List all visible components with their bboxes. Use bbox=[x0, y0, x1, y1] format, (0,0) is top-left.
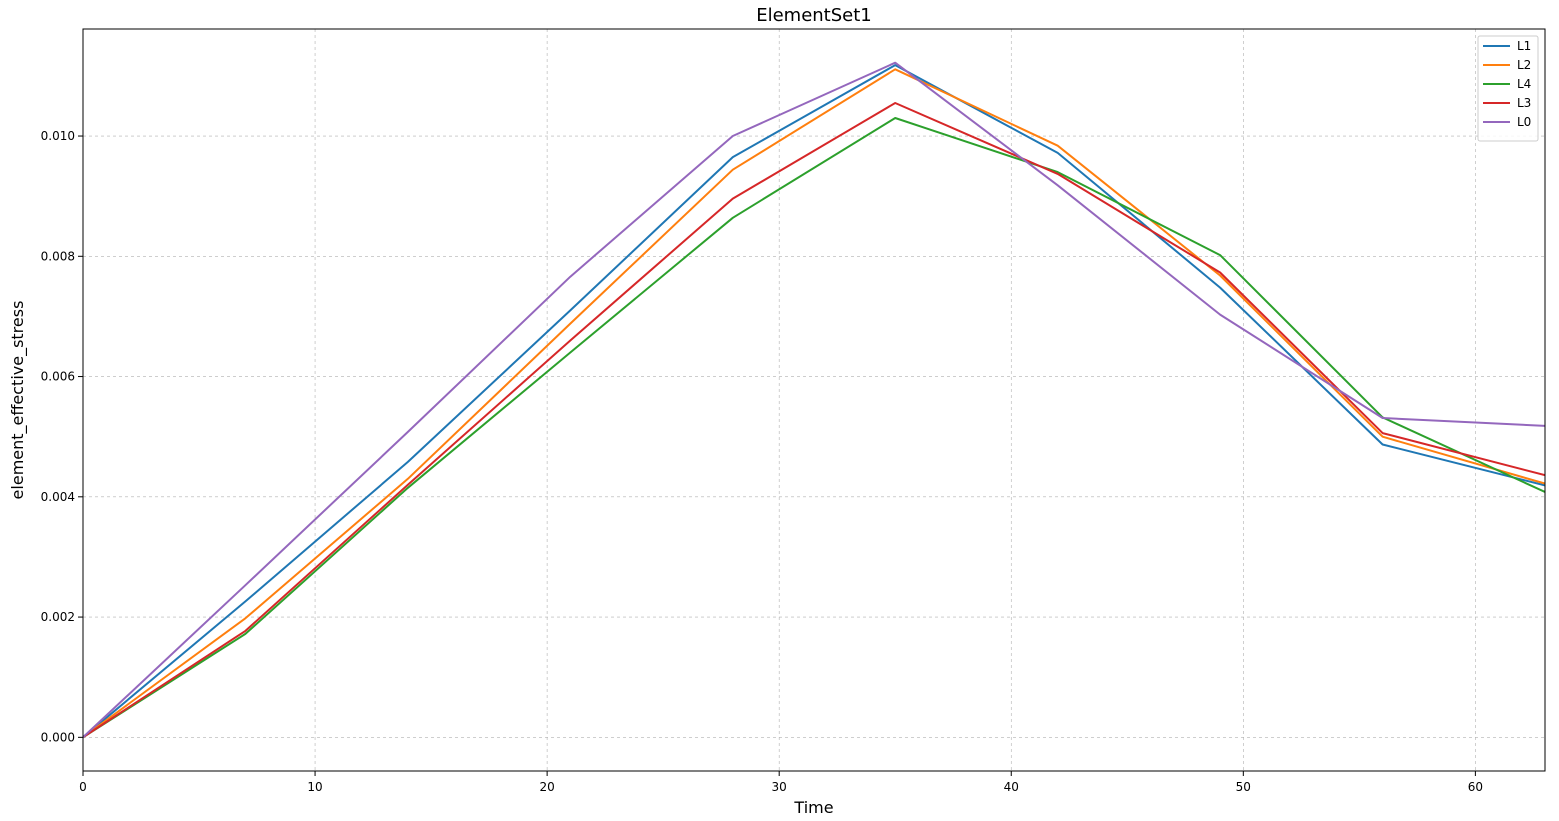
legend: L1 L2 L4 L3 L0 bbox=[1477, 35, 1539, 142]
legend-label: L4 bbox=[1517, 77, 1531, 91]
y-tick-label: 0.004 bbox=[41, 490, 75, 504]
y-tick-label: 0.006 bbox=[41, 370, 75, 384]
legend-label: L1 bbox=[1517, 39, 1531, 53]
y-tick-label: 0.010 bbox=[41, 129, 75, 143]
y-axis-title: element_effective_stress bbox=[8, 301, 28, 500]
x-tick-label: 60 bbox=[1468, 780, 1483, 794]
y-tick-label: 0.002 bbox=[41, 610, 75, 624]
legend-label: L0 bbox=[1517, 115, 1531, 129]
axis-ticks: 0 10 20 30 40 50 60 0.000 0.002 0.004 0.006 0.008 0.… bbox=[41, 129, 1483, 794]
x-axis-title: Time bbox=[793, 798, 833, 817]
x-tick-label: 50 bbox=[1236, 780, 1251, 794]
series-lines bbox=[83, 61, 1545, 739]
series-line-l2 bbox=[83, 68, 1545, 739]
legend-label: L3 bbox=[1517, 96, 1531, 110]
x-tick-label: 30 bbox=[772, 780, 787, 794]
y-tick-label: 0.008 bbox=[41, 249, 75, 263]
chart-title: ElementSet1 bbox=[756, 5, 872, 26]
series-line-l0 bbox=[83, 61, 1545, 739]
y-tick-label: 0.000 bbox=[41, 730, 75, 744]
x-tick-label: 10 bbox=[307, 780, 322, 794]
series-line-l3 bbox=[83, 102, 1545, 739]
x-tick-label: 20 bbox=[539, 780, 554, 794]
plot-frame bbox=[82, 28, 1546, 772]
legend-box bbox=[1477, 35, 1539, 142]
legend-label: L2 bbox=[1517, 58, 1531, 72]
x-tick-label: 0 bbox=[79, 780, 87, 794]
gridlines bbox=[82, 29, 1545, 771]
x-tick-label: 40 bbox=[1004, 780, 1019, 794]
series-line-l4 bbox=[83, 117, 1545, 739]
